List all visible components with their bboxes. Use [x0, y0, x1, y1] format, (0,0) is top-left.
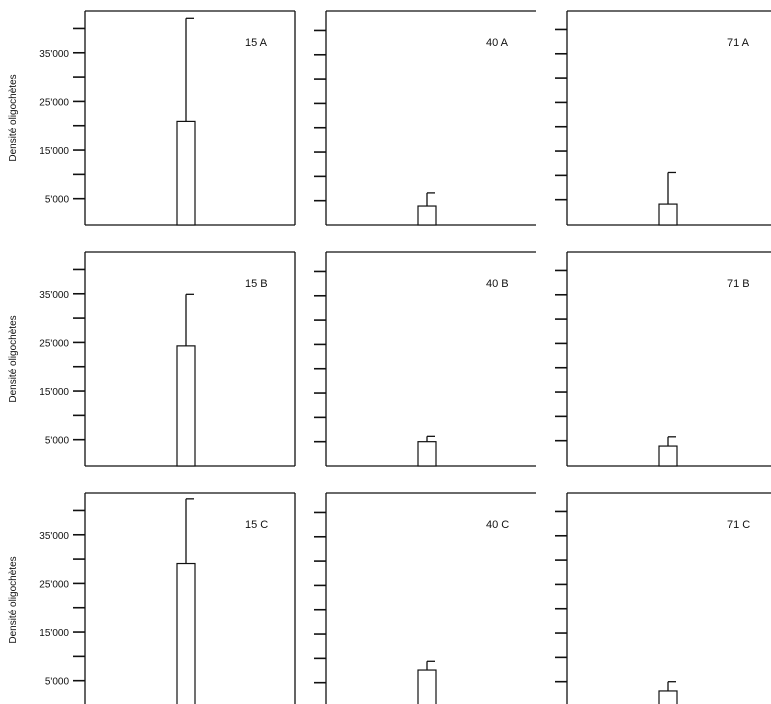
bar	[658, 690, 678, 704]
panel-label: 40 B	[486, 278, 509, 290]
panel-label: 71 A	[727, 37, 750, 49]
y-tick-label: 15'000	[39, 387, 69, 398]
bar	[176, 345, 196, 467]
y-axis-title: Densité oligochètes	[8, 556, 19, 643]
y-tick-label: 25'000	[39, 338, 69, 349]
y-tick-label: 25'000	[39, 579, 69, 590]
y-tick-label: 5'000	[45, 195, 70, 206]
bar	[176, 562, 196, 704]
panel-label: 15 C	[245, 519, 268, 531]
bar	[176, 120, 196, 226]
y-tick-label: 35'000	[39, 290, 69, 301]
y-tick-label: 25'000	[39, 97, 69, 108]
y-tick-label: 15'000	[39, 628, 69, 639]
panel-label: 40 C	[486, 519, 509, 531]
panel-label: 71 B	[727, 278, 750, 290]
panel-label: 15 A	[245, 37, 268, 49]
y-tick-label: 35'000	[39, 49, 69, 60]
y-axis-title: Densité oligochètes	[8, 74, 19, 161]
bar	[417, 441, 437, 467]
panel-label: 40 A	[486, 37, 509, 49]
bar	[417, 205, 437, 226]
y-tick-label: 15'000	[39, 146, 69, 157]
y-tick-label: 35'000	[39, 531, 69, 542]
y-axis-title: Densité oligochètes	[8, 315, 19, 402]
bar	[417, 669, 437, 704]
y-tick-label: 5'000	[45, 436, 70, 447]
bar	[658, 445, 678, 467]
y-tick-label: 5'000	[45, 677, 70, 688]
panel-label: 15 B	[245, 278, 268, 290]
panel-label: 71 C	[727, 519, 750, 531]
bar	[658, 203, 678, 226]
